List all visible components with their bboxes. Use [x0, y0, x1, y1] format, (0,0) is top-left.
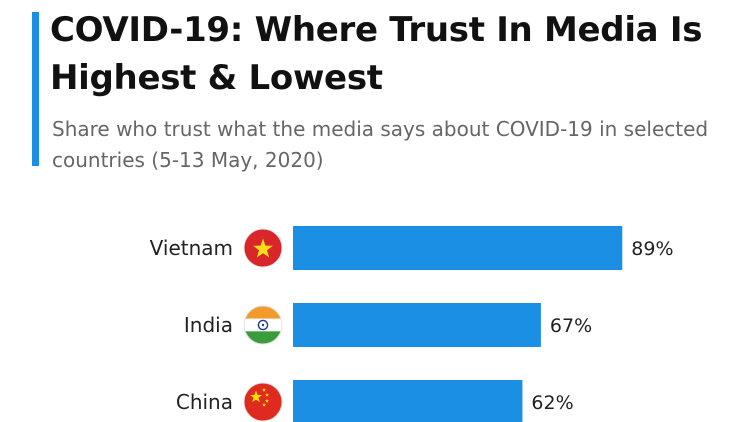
bar: [293, 226, 623, 270]
bar-row: India 67%: [184, 303, 592, 347]
chart-subtitle: Share who trust what the media says abou…: [52, 117, 709, 172]
value-label: 89%: [631, 238, 673, 260]
india-flag-icon: [243, 305, 283, 345]
china-flag-icon: [243, 382, 283, 422]
value-label: 67%: [550, 315, 592, 337]
accent-bar: [32, 12, 39, 166]
category-label: India: [184, 313, 233, 337]
category-label: China: [176, 390, 233, 414]
category-label: Vietnam: [150, 236, 233, 260]
vietnam-flag-icon: [243, 228, 283, 268]
bar: [293, 380, 523, 422]
bar-row: China 62%: [176, 380, 574, 422]
bar-row: Vietnam 89%: [150, 226, 674, 270]
value-label: 62%: [531, 392, 573, 414]
bar: [293, 303, 541, 347]
chart-title: COVID-19: Where Trust In Media Is Highes…: [50, 10, 703, 98]
